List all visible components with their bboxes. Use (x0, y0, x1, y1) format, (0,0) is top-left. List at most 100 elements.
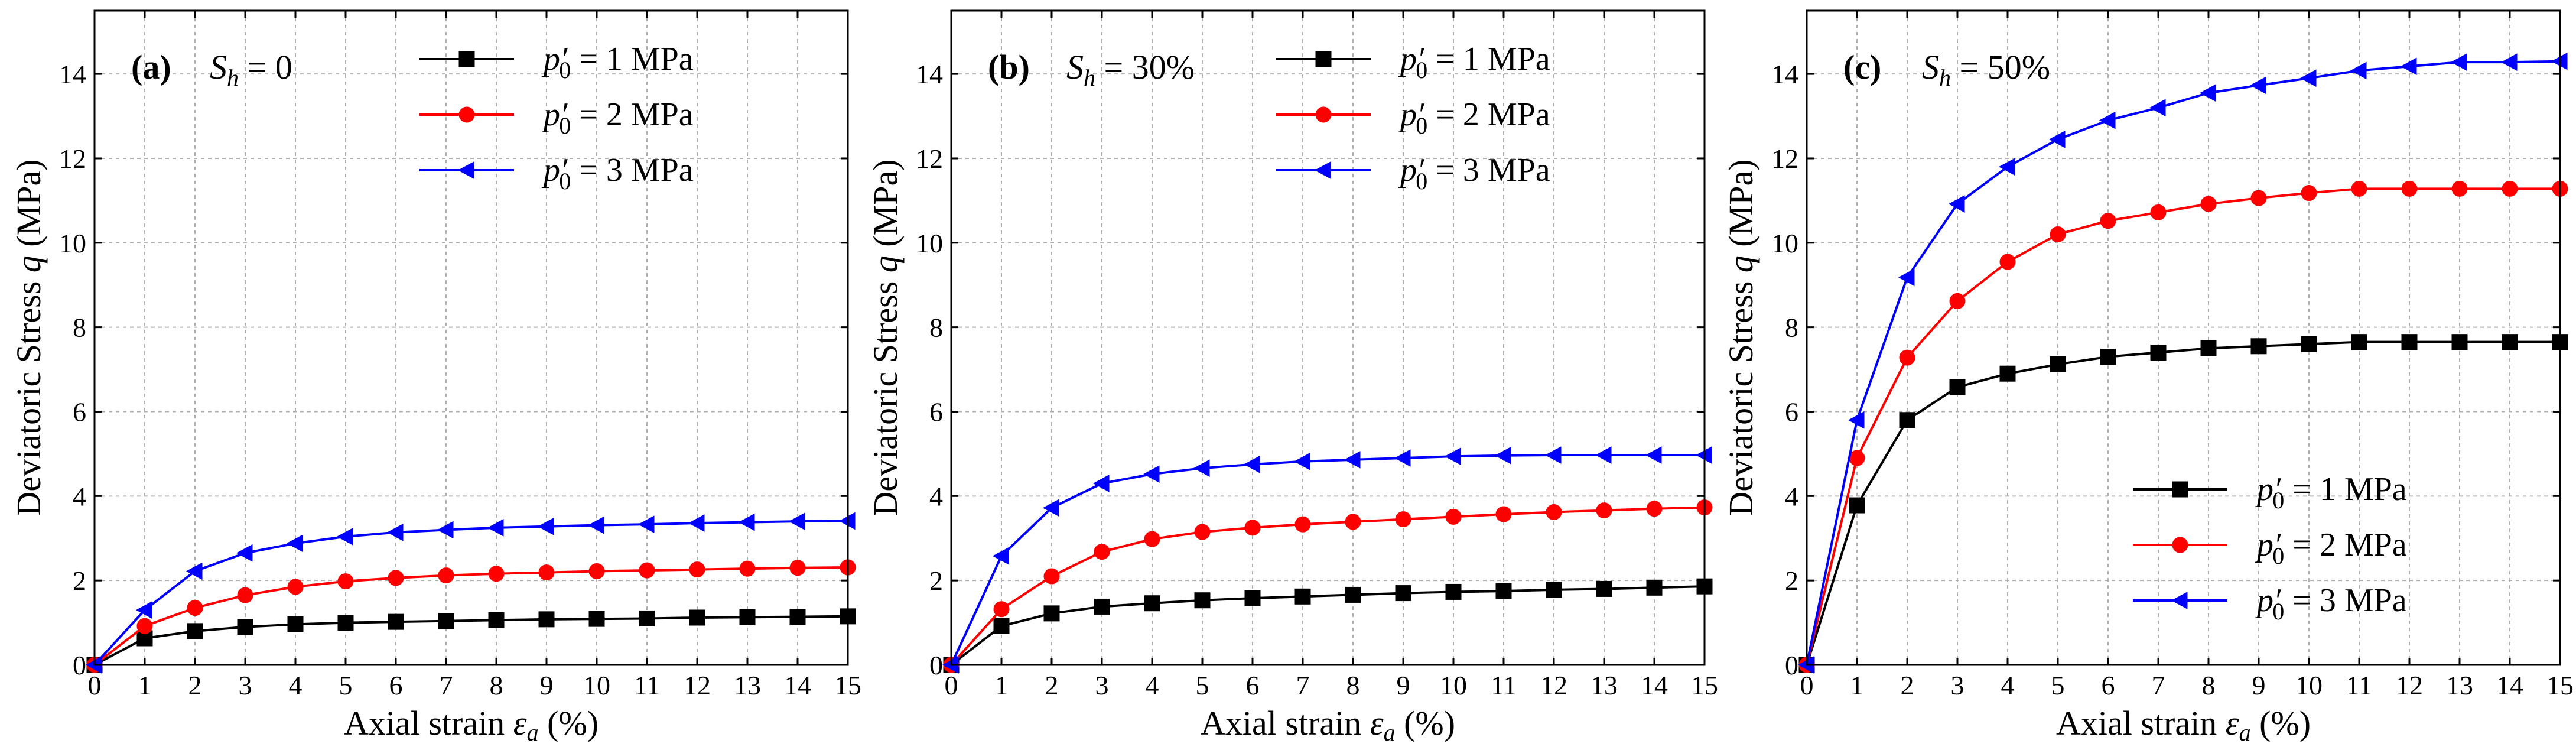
legend-marker (2172, 481, 2188, 498)
x-tick-label: 14 (784, 670, 811, 700)
data-point (1596, 502, 1612, 519)
data-point (1495, 506, 1512, 522)
data-point (2249, 76, 2266, 95)
y-tick-label: 10 (59, 228, 86, 258)
data-point (1899, 349, 1915, 366)
x-tick-label: 5 (2051, 670, 2065, 700)
data-point (588, 563, 605, 579)
data-point (1094, 598, 1110, 615)
y-tick-label: 2 (1785, 566, 1798, 596)
legend-label: p′0 = 2 MPa (541, 96, 694, 139)
y-tick-label: 2 (73, 566, 86, 596)
panel-condition: Sh = 50% (1922, 48, 2050, 91)
legend-subscript: 0 (2272, 487, 2284, 514)
legend-label: p′0 = 3 MPa (1398, 152, 1550, 194)
x-tick-label: 12 (1540, 670, 1567, 700)
legend-item: p′0 = 1 MPa (419, 41, 694, 83)
x-tick-label: 3 (1095, 670, 1109, 700)
x-tick-label: 10 (2295, 670, 2323, 700)
data-point (2351, 180, 2367, 197)
x-tick-label: 6 (1246, 670, 1260, 700)
data-point (2149, 99, 2166, 117)
data-point (1645, 446, 1662, 464)
data-point (1445, 583, 1462, 600)
legend-text: = 1 MPa (2284, 471, 2407, 508)
series-line (950, 454, 1705, 665)
x-tick-label: 15 (1691, 670, 1718, 700)
data-point (1293, 452, 1310, 470)
series-3 (1797, 52, 2568, 674)
data-point (287, 616, 304, 632)
x-tick-label: 14 (2496, 670, 2523, 700)
x-tick-label: 5 (1196, 670, 1209, 700)
legend-marker (1315, 51, 1332, 67)
data-point (1898, 268, 1915, 287)
x-tick-label: 1 (1850, 670, 1864, 700)
data-point (488, 612, 505, 628)
data-point (689, 609, 705, 626)
series-2 (86, 559, 856, 673)
condition-text: = 50% (1951, 48, 2050, 86)
legend-label: p′0 = 1 MPa (1398, 41, 1550, 83)
x-axis-symbol: ε (2226, 704, 2239, 742)
legend-text: = 2 MPa (2284, 527, 2407, 563)
series-line (94, 615, 848, 666)
y-axis-unit: (MPa) (9, 159, 48, 255)
data-point (1194, 524, 1211, 540)
series-line (1806, 340, 2560, 665)
data-point (2250, 190, 2267, 206)
data-point (437, 521, 454, 539)
data-point (236, 544, 253, 562)
x-tick-label: 4 (1146, 670, 1159, 700)
data-point (1144, 531, 1160, 547)
y-tick-label: 8 (929, 313, 943, 343)
data-point (1595, 446, 1612, 464)
data-point (135, 601, 152, 619)
data-point (1999, 254, 2016, 270)
data-point (488, 566, 505, 582)
data-point (538, 564, 555, 581)
data-point (1494, 446, 1511, 465)
data-point (1495, 583, 1512, 599)
series-1 (1798, 334, 2568, 673)
x-axis-symbol: ε (513, 704, 527, 742)
data-point (487, 519, 504, 537)
legend-label: p′0 = 1 MPa (2255, 471, 2407, 514)
x-tick-label: 12 (684, 670, 711, 700)
x-tick-label: 3 (239, 670, 252, 700)
data-point (1546, 582, 1562, 598)
data-point (187, 623, 203, 639)
series-line (93, 520, 848, 666)
legend-marker (2172, 537, 2188, 553)
y-axis-title: Deviatoric Stress q (MPa) (9, 159, 48, 516)
data-point (286, 534, 303, 553)
y-tick-label: 12 (916, 144, 943, 174)
data-point (336, 528, 353, 546)
legend-marker (1315, 106, 1332, 123)
y-tick-label: 0 (1785, 650, 1798, 680)
data-point (1849, 497, 1865, 514)
data-point (1294, 588, 1311, 605)
x-tick-label: 2 (188, 670, 202, 700)
condition-subscript: h (1939, 64, 1951, 91)
data-point (1646, 501, 1663, 517)
data-point (1444, 447, 1461, 466)
x-tick-label: 2 (1045, 670, 1059, 700)
legend-subscript: 0 (1416, 112, 1427, 139)
x-tick-label: 12 (2396, 670, 2423, 700)
data-point (992, 547, 1009, 565)
y-tick-label: 12 (1771, 144, 1798, 174)
plot-frame (950, 9, 1706, 666)
data-point (1949, 293, 1966, 309)
condition-text: = 30% (1095, 48, 1195, 86)
data-point (2150, 204, 2167, 220)
condition-subscript: h (227, 64, 239, 91)
data-point (2401, 334, 2418, 350)
y-tick-label: 0 (73, 650, 86, 680)
data-point (187, 600, 203, 616)
x-axis-title-text: Axial strain (2056, 704, 2226, 742)
